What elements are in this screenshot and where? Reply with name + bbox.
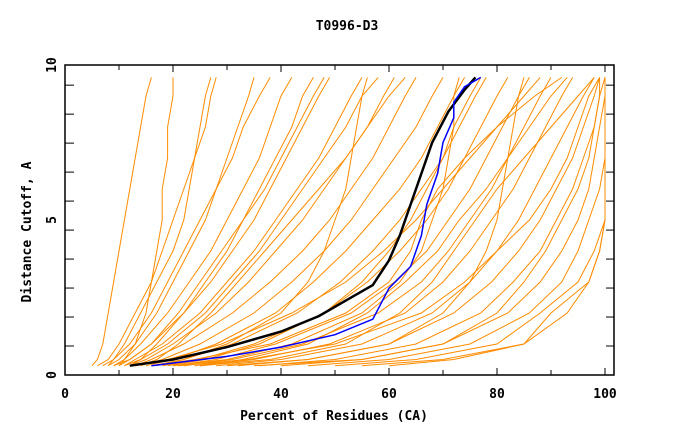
orange-model-line-14: [183, 77, 552, 367]
orange-model-line-13: [172, 77, 530, 367]
orange-model-line-38: [107, 77, 212, 367]
orange-model-line-32: [388, 77, 606, 367]
orange-model-line-23: [226, 77, 525, 367]
orange-model-line-7: [129, 77, 395, 367]
plot-frame: [64, 64, 615, 376]
blue-model-line: [151, 76, 482, 367]
orange-model-line-12: [162, 77, 509, 367]
orange-model-line-15: [199, 77, 574, 367]
orange-model-line-30: [129, 77, 314, 367]
orange-model-line-35: [124, 77, 379, 367]
orange-model-line-10: [145, 77, 466, 367]
y-tick-label: 5: [45, 216, 60, 224]
y-axis-label: Distance Cutoff, A: [20, 161, 35, 302]
orange-model-line-17: [237, 77, 601, 367]
orange-model-line-6: [124, 77, 363, 367]
y-tick-labels: 0 5 10: [45, 57, 60, 379]
x-tick-label: 100: [593, 387, 617, 402]
x-tick-label: 0: [61, 387, 69, 402]
chart-title: T0996-D3: [316, 19, 379, 34]
orange-model-line-28: [113, 77, 325, 367]
orange-model-line-1: [118, 77, 174, 367]
orange-model-line-16: [216, 77, 595, 367]
axis-ticks: [64, 65, 614, 376]
black-model-line: [129, 76, 477, 367]
x-tick-label: 40: [273, 387, 289, 402]
plot-lines: [91, 76, 606, 367]
orange-model-line-4: [113, 77, 293, 367]
x-tick-label: 20: [165, 387, 181, 402]
y-tick-label: 0: [45, 371, 60, 379]
x-axis-label: Percent of Residues (CA): [240, 409, 428, 424]
orange-model-line-9: [140, 77, 444, 367]
orange-model-line-36: [151, 76, 563, 367]
orange-model-line-39: [135, 77, 541, 367]
orange-model-line-0: [91, 77, 152, 367]
orange-model-line-26: [199, 77, 595, 367]
y-tick-label: 10: [45, 57, 60, 73]
orange-model-line-3: [107, 77, 255, 367]
orange-model-line-24: [172, 77, 460, 367]
x-tick-label: 80: [489, 387, 505, 402]
orange-model-line-21: [334, 77, 606, 367]
orange-model-line-29: [102, 77, 271, 367]
x-tick-label: 60: [381, 387, 397, 402]
x-tick-labels: 0 20 40 60 80 100: [61, 387, 617, 402]
orange-model-line-2: [97, 77, 217, 367]
orange-model-line-18: [259, 77, 606, 367]
orange-model-line-33: [194, 77, 568, 367]
orange-model-line-8: [135, 77, 417, 367]
orange-model-line-25: [156, 77, 368, 367]
orange-model-line-37: [178, 77, 601, 367]
orange-model-line-27: [140, 77, 406, 367]
orange-model-line-31: [253, 77, 601, 367]
